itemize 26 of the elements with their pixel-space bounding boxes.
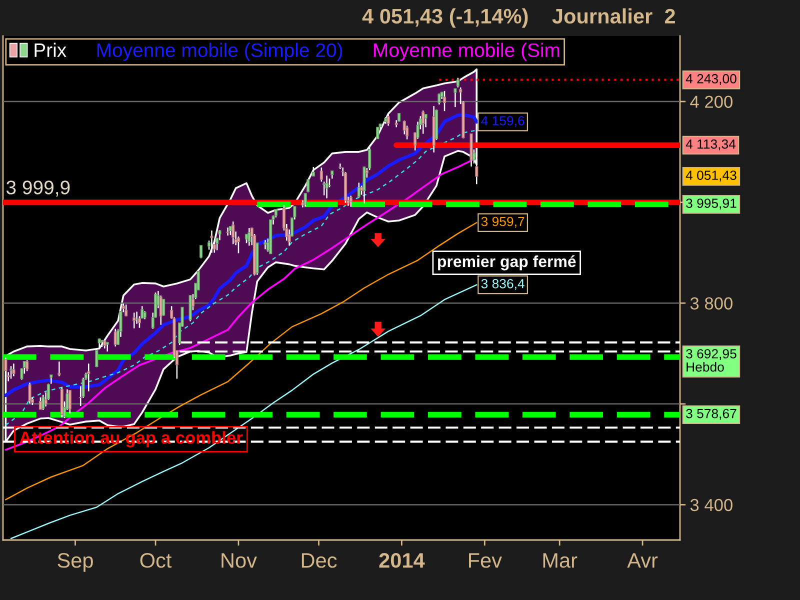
legend-label: Prix: [34, 42, 66, 57]
x-tick-label: Avr: [627, 553, 658, 568]
data-label: 3 959,7: [481, 216, 524, 228]
x-tick-label: Nov: [222, 553, 257, 568]
data-label: 3 836,4: [481, 278, 524, 290]
text: Moyenne mobile (Simple 20): [97, 42, 342, 61]
x-tick-label: Oct: [140, 553, 172, 568]
annotation: premier gap fermé: [438, 255, 576, 270]
y-tick-label: 3 400: [690, 498, 732, 512]
y-tick-label: 3 800: [690, 297, 732, 310]
data-label: 4 113,34: [686, 139, 736, 150]
chart-title: 4 051,43 (-1,14%) Journalier 2: [362, 8, 675, 28]
data-label: 4 159,6: [481, 116, 524, 127]
x-tick-label: 2014: [379, 553, 425, 568]
x-tick-label: Fev: [469, 553, 502, 568]
ref-line-label: 3 578,67: [686, 408, 736, 420]
y-tick-label: 4 200: [690, 96, 732, 108]
data-label: 3 995,91: [686, 198, 736, 210]
text: 4 051,43: [686, 170, 736, 182]
ref-line-label: 3 692,95 Hebdo: [686, 349, 736, 372]
text: Moyenne mobile (Sim: [374, 42, 560, 61]
x-tick-label: Sep: [58, 553, 93, 572]
ref-line-label: 3 999,9: [6, 180, 70, 197]
x-tick-label: Mar: [543, 553, 578, 568]
data-label: 4 243,00: [686, 74, 736, 85]
x-tick-label: Dec: [302, 553, 337, 568]
